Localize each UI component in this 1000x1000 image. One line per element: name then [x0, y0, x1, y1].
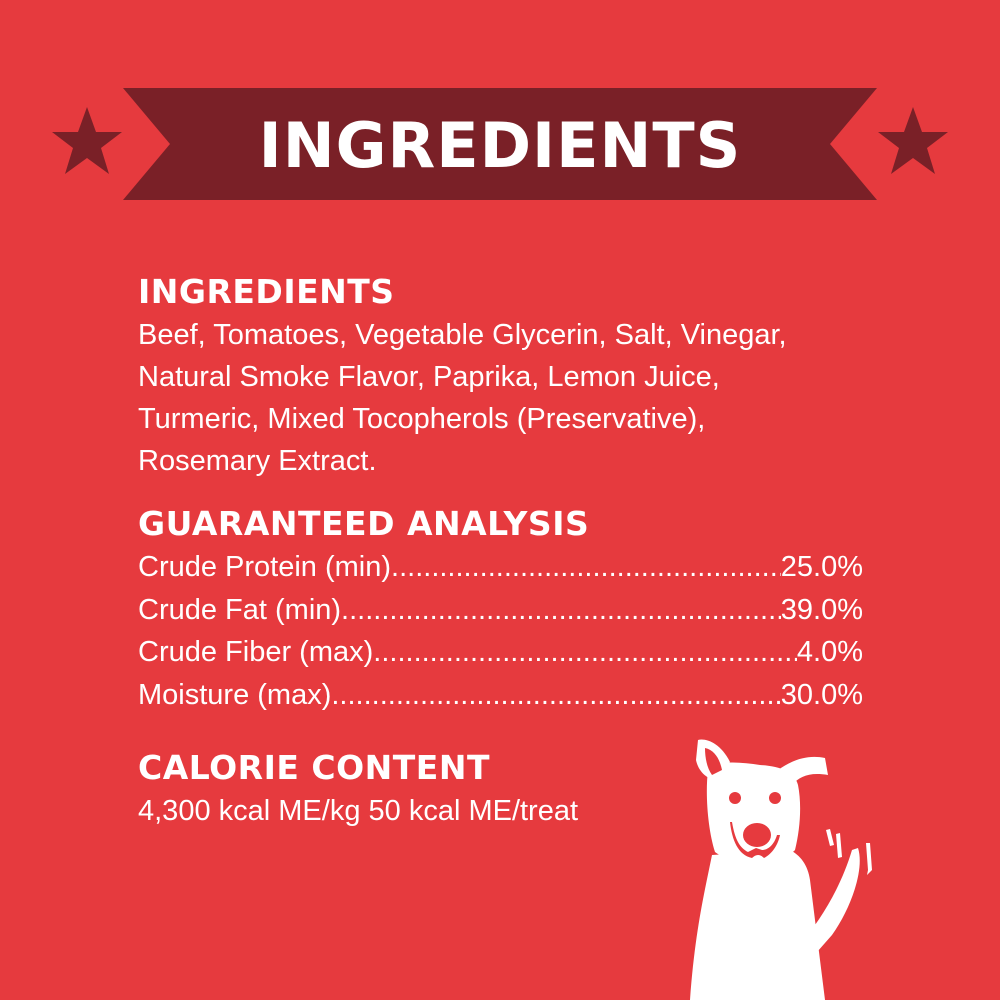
analysis-label: Crude Fiber (max): [138, 636, 374, 668]
star-icon: [52, 107, 122, 174]
ingredients-text: Beef, Tomatoes, Vegetable Glycerin, Salt…: [138, 314, 878, 482]
analysis-value: 30.0%: [780, 678, 863, 711]
star-icon: [878, 107, 948, 174]
analysis-label: Crude Protein (min): [138, 551, 392, 583]
dog-icon: [690, 739, 872, 1000]
analysis-label: Moisture (max): [138, 678, 332, 711]
calorie-text: 4,300 kcal ME/kg 50 kcal ME/treat: [138, 795, 579, 827]
analysis-row: Moisture (max) 30.0%: [138, 674, 863, 717]
analysis-value: 39.0%: [780, 593, 863, 626]
calorie-heading: CALORIE CONTENT: [138, 748, 490, 787]
ingredients-heading: INGREDIENTS: [138, 272, 395, 311]
dot-leader: [373, 631, 797, 674]
analysis-label: Crude Fat (min): [138, 593, 342, 626]
ingredients-line: Turmeric, Mixed Tocopherols (Preservativ…: [138, 403, 706, 435]
ingredients-line: Beef, Tomatoes, Vegetable Glycerin, Salt…: [138, 319, 787, 351]
analysis-row: Crude Protein (min) 25.0%: [138, 546, 863, 589]
ingredients-line: Rosemary Extract.: [138, 445, 377, 477]
title-banner: [52, 88, 948, 200]
ingredients-line: Natural Smoke Flavor, Paprika, Lemon Jui…: [138, 361, 720, 393]
dot-leader: [391, 546, 781, 589]
content: INGREDIENTS Beef, Tomatoes, Vegetable Gl…: [138, 270, 878, 832]
dot-leader: [341, 589, 781, 632]
analysis-value: 25.0%: [780, 551, 863, 583]
analysis-table: Crude Protein (min) 25.0% Crude Fat (min)…: [138, 546, 878, 716]
analysis-row: Crude Fiber (max) 4.0%: [138, 631, 863, 674]
analysis-value: 4.0%: [796, 636, 863, 668]
analysis-row: Crude Fat (min) 39.0%: [138, 589, 863, 632]
analysis-heading: GUARANTEED ANALYSIS: [138, 504, 590, 543]
dot-leader: [331, 674, 780, 717]
banner-title: INGREDIENTS: [258, 109, 742, 182]
